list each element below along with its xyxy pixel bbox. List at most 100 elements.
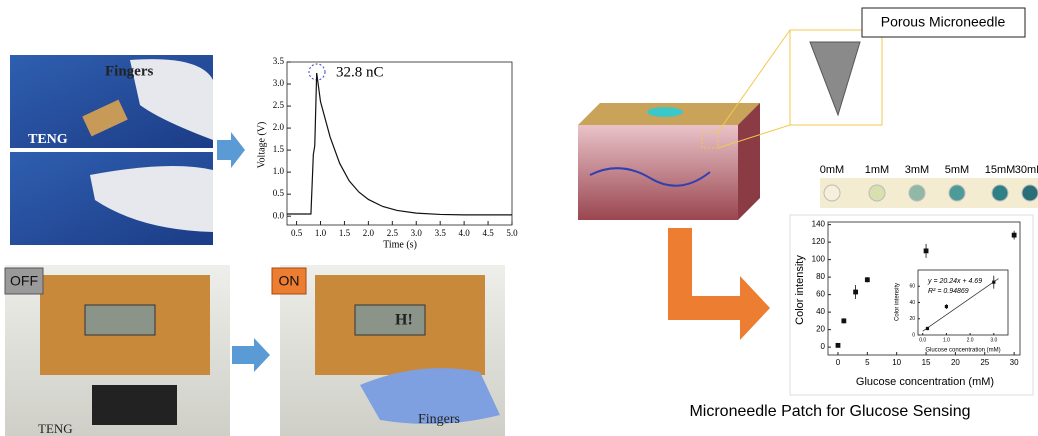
glove [90, 166, 213, 232]
x-tick-label: 5.0 [506, 228, 518, 238]
y-tick-label: 20 [909, 316, 915, 322]
lcd-text: H! [395, 312, 413, 329]
data-point [841, 318, 847, 324]
x-tick-label: 0 [836, 358, 841, 367]
x-tick-label: 4.0 [459, 228, 471, 238]
data-point [944, 304, 949, 309]
y-tick-label: 120 [812, 237, 826, 246]
data-point [1011, 232, 1017, 238]
fit-r2: R² = 0.94869 [928, 288, 969, 295]
y-tick-label: 1.0 [273, 166, 285, 176]
glove [360, 368, 500, 424]
needle [809, 41, 861, 117]
skin [578, 125, 738, 220]
y-tick-label: 1.5 [273, 144, 285, 154]
photo-label: Fingers [105, 63, 153, 79]
zoom-box [701, 131, 719, 149]
skin-side [738, 103, 760, 220]
state-label: OFF [10, 273, 38, 289]
plot-frame [286, 61, 513, 226]
y-tick-label: 40 [909, 300, 915, 306]
y-tick-label: 40 [816, 307, 825, 316]
arrow [217, 132, 245, 168]
concentration-row: 0mM 1mM 3mM 5mM 15mM30mM [820, 164, 1038, 202]
y-tick-label: 80 [816, 272, 825, 281]
concentration-label: 3mM [905, 164, 929, 176]
photo-label: TENG [38, 421, 73, 436]
state-box [4, 267, 44, 295]
x-tick-label: 20 [951, 358, 960, 367]
x-tick-label: 3.5 [435, 228, 447, 238]
fit-line [922, 278, 999, 332]
data-line [287, 72, 512, 216]
data-point [992, 280, 996, 284]
y-tick-label: 0 [912, 332, 915, 338]
inset-x-label: Glucose concentration (mM) [925, 348, 1000, 354]
y-tick-label: 100 [812, 255, 826, 264]
lcd [354, 304, 426, 336]
callout: Porous Microneedle [881, 14, 1006, 30]
y-tick-label: 0.5 [273, 188, 285, 198]
teng-device [92, 385, 177, 425]
state-box [271, 267, 307, 295]
x-tick-label: 0.0 [919, 337, 926, 343]
zoom-line [717, 29, 791, 133]
lcd [84, 304, 156, 336]
teng-device [82, 99, 128, 137]
x-tick-label: 1.5 [339, 228, 351, 238]
arrow [668, 228, 770, 340]
photo-label: TENG [28, 132, 68, 147]
y-tick-label: 60 [816, 290, 825, 299]
x-tick-label: 5 [865, 358, 870, 367]
x-tick-label: 1.0 [943, 337, 950, 343]
callout-box [861, 7, 1026, 38]
concentration-label: 30mM [1015, 164, 1038, 176]
arrow [232, 338, 270, 372]
concentration-label: 5mM [945, 164, 969, 176]
data-point [925, 326, 930, 331]
sample-dot [908, 184, 926, 202]
sensor [647, 107, 683, 117]
x-axis-label: Glucose concentration (mM) [856, 376, 994, 388]
x-tick-label: 15 [922, 358, 931, 367]
inset-y-label: Color intensity [895, 283, 901, 321]
data-point [864, 277, 870, 283]
y-tick-label: 2.5 [273, 100, 285, 110]
x-tick-label: 3.0 [411, 228, 423, 238]
vessel [589, 167, 711, 187]
sample-dot [823, 184, 841, 202]
y-tick-label: 0.0 [273, 210, 285, 220]
y-axis-label: Voltage (V) [256, 122, 267, 169]
y-tick-label: 60 [909, 284, 915, 290]
zoom-line [717, 124, 791, 149]
concentration-label: 1mM [865, 164, 889, 176]
y-tick-label: 3.5 [273, 56, 285, 66]
y-tick-label: 0 [821, 342, 826, 351]
y-tick-label: 20 [816, 325, 825, 334]
x-tick-label: 3.0 [990, 337, 997, 343]
sample-dot [991, 184, 1009, 202]
concentration-label: 0mM [820, 164, 844, 176]
x-tick-label: 4.5 [482, 228, 494, 238]
data-point [853, 289, 858, 295]
glove [130, 59, 213, 140]
data-point [923, 248, 929, 254]
fit-equation: y = 20.24x + 4.69 [927, 278, 982, 285]
photo-label: Fingers [418, 412, 460, 427]
y-axis-label: Color intensity [794, 255, 806, 325]
x-tick-label: 30 [1010, 358, 1019, 367]
concentration-label: 15mM [985, 164, 1016, 176]
x-axis-label: Time (s) [383, 239, 417, 250]
sample-dot [948, 184, 966, 202]
x-tick-label: 2.0 [363, 228, 375, 238]
x-tick-label: 0.5 [291, 228, 303, 238]
x-tick-label: 2.0 [967, 337, 974, 343]
state-label: ON [279, 273, 300, 289]
caption: Microneedle Patch for Glucose Sensing [689, 403, 970, 420]
x-tick-label: 10 [892, 358, 901, 367]
annotation: 32.8 nC [336, 64, 384, 80]
sample-dot [868, 184, 886, 202]
y-tick-label: 2.0 [273, 122, 285, 132]
plot-frame [827, 221, 1021, 356]
